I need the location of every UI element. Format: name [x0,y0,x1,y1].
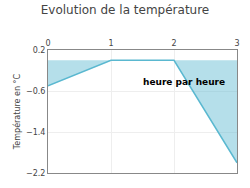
svg-text:Evolution de la température: Evolution de la température [41,3,210,17]
svg-text:0: 0 [45,39,50,48]
svg-text:−0.6: −0.6 [26,87,45,96]
svg-text:0.2: 0.2 [33,46,46,55]
svg-text:3: 3 [234,39,239,48]
svg-text:1: 1 [108,39,113,48]
svg-text:−2.2: −2.2 [26,169,45,178]
svg-text:heure par heure: heure par heure [143,77,225,87]
svg-text:−1.4: −1.4 [26,128,45,137]
svg-text:2: 2 [171,39,176,48]
svg-text:Température en °C: Température en °C [12,73,22,150]
